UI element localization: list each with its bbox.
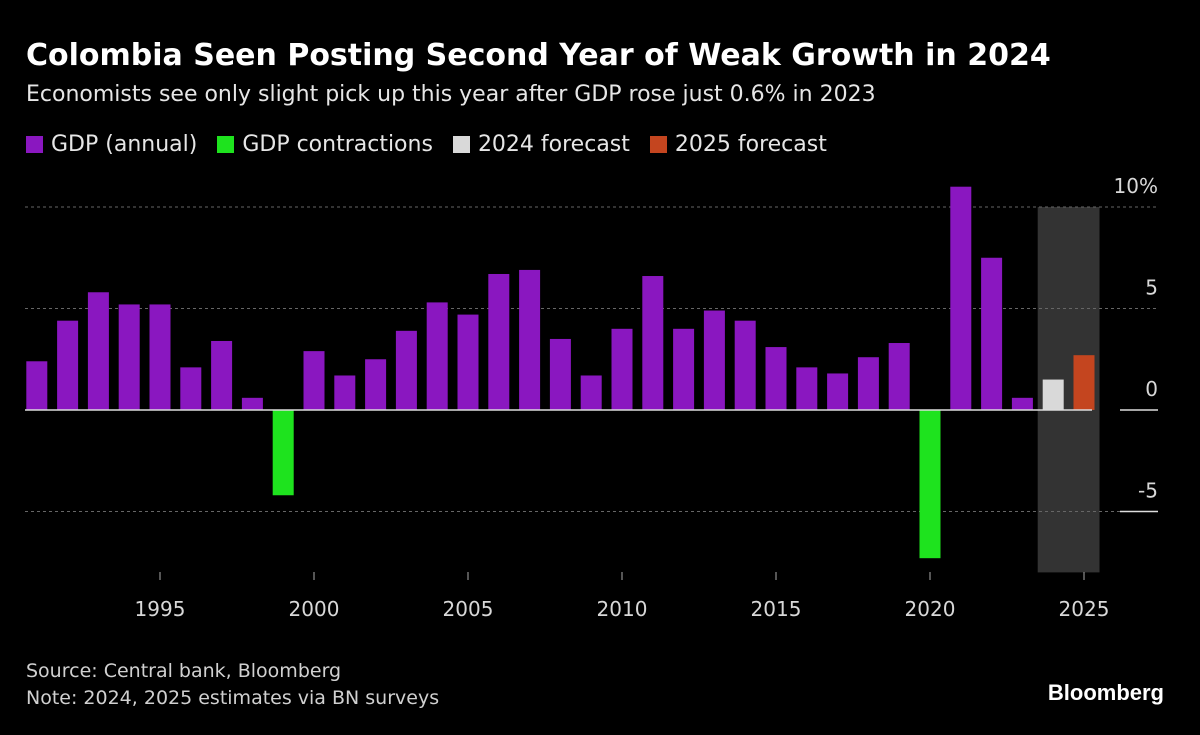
x-tick-label: 2025 bbox=[1059, 597, 1110, 621]
legend-item-gdp: GDP (annual) bbox=[26, 132, 197, 157]
chart-subtitle: Economists see only slight pick up this … bbox=[26, 82, 876, 107]
bar-2010 bbox=[611, 328, 633, 410]
bar-1997 bbox=[211, 340, 233, 410]
bar-1998 bbox=[241, 397, 263, 410]
legend-item-2025-forecast: 2025 forecast bbox=[649, 132, 827, 157]
x-tick-label: 2015 bbox=[751, 597, 802, 621]
bar-2004 bbox=[426, 302, 448, 410]
bloomberg-logo: Bloomberg bbox=[1047, 680, 1164, 705]
bar-2024 bbox=[1042, 379, 1064, 410]
bar-2002 bbox=[365, 359, 387, 410]
bar-2022 bbox=[981, 257, 1003, 410]
x-tick-label: 2020 bbox=[905, 597, 956, 621]
footer: Source: Central bank, Bloomberg Note: 20… bbox=[26, 658, 439, 712]
legend-item-contractions: GDP contractions bbox=[217, 132, 433, 157]
bar-1996 bbox=[180, 367, 202, 410]
bar-2023 bbox=[1011, 397, 1033, 410]
bar-2003 bbox=[395, 330, 417, 410]
legend-label: 2025 forecast bbox=[674, 132, 827, 157]
legend-label: 2024 forecast bbox=[477, 132, 630, 157]
y-tick-label: -5 bbox=[1138, 479, 1158, 503]
bar-2017 bbox=[827, 373, 849, 410]
bar-1993 bbox=[87, 292, 109, 410]
legend-label: GDP (annual) bbox=[51, 132, 198, 157]
legend-swatch bbox=[452, 136, 470, 153]
bar-2009 bbox=[580, 375, 602, 410]
bar-2015 bbox=[765, 347, 787, 410]
legend-item-2024-forecast: 2024 forecast bbox=[452, 132, 630, 157]
bar-1995 bbox=[149, 304, 171, 410]
bar-2008 bbox=[549, 338, 571, 410]
bar-2005 bbox=[457, 314, 479, 410]
legend-swatch bbox=[26, 136, 43, 153]
bar-2025 bbox=[1073, 355, 1095, 410]
x-tick-label: 1995 bbox=[135, 597, 186, 621]
x-tick-label: 2010 bbox=[597, 597, 648, 621]
y-tick-label: 10% bbox=[1114, 174, 1158, 198]
bar-1991 bbox=[26, 361, 48, 410]
bar-2012 bbox=[673, 328, 695, 410]
legend: GDP (annual) GDP contractions 2024 forec… bbox=[26, 132, 827, 157]
estimates-note: Note: 2024, 2025 estimates via BN survey… bbox=[26, 687, 440, 709]
bar-1994 bbox=[118, 304, 140, 410]
bar-1999 bbox=[272, 410, 294, 496]
bar-2000 bbox=[303, 351, 325, 410]
y-tick-label: 5 bbox=[1145, 276, 1158, 300]
bar-2011 bbox=[642, 276, 664, 410]
legend-label: GDP contractions bbox=[242, 132, 433, 157]
legend-swatch bbox=[217, 136, 235, 153]
x-tick-label: 2000 bbox=[289, 597, 340, 621]
bar-2007 bbox=[519, 269, 541, 410]
chart-title: Colombia Seen Posting Second Year of Wea… bbox=[26, 38, 1051, 73]
bar-2001 bbox=[334, 375, 356, 410]
bar-2016 bbox=[796, 367, 818, 410]
bar-2021 bbox=[950, 186, 972, 410]
legend-swatch bbox=[649, 136, 667, 153]
bar-2014 bbox=[734, 320, 756, 410]
y-tick-label: 0 bbox=[1145, 377, 1158, 401]
bar-2020 bbox=[919, 410, 941, 559]
bar-2019 bbox=[888, 343, 910, 410]
x-tick-label: 2005 bbox=[443, 597, 494, 621]
bar-2018 bbox=[857, 357, 879, 410]
bar-2013 bbox=[703, 310, 725, 410]
bar-2006 bbox=[488, 273, 510, 410]
bar-1992 bbox=[57, 320, 79, 410]
source-note: Source: Central bank, Bloomberg bbox=[26, 660, 342, 682]
